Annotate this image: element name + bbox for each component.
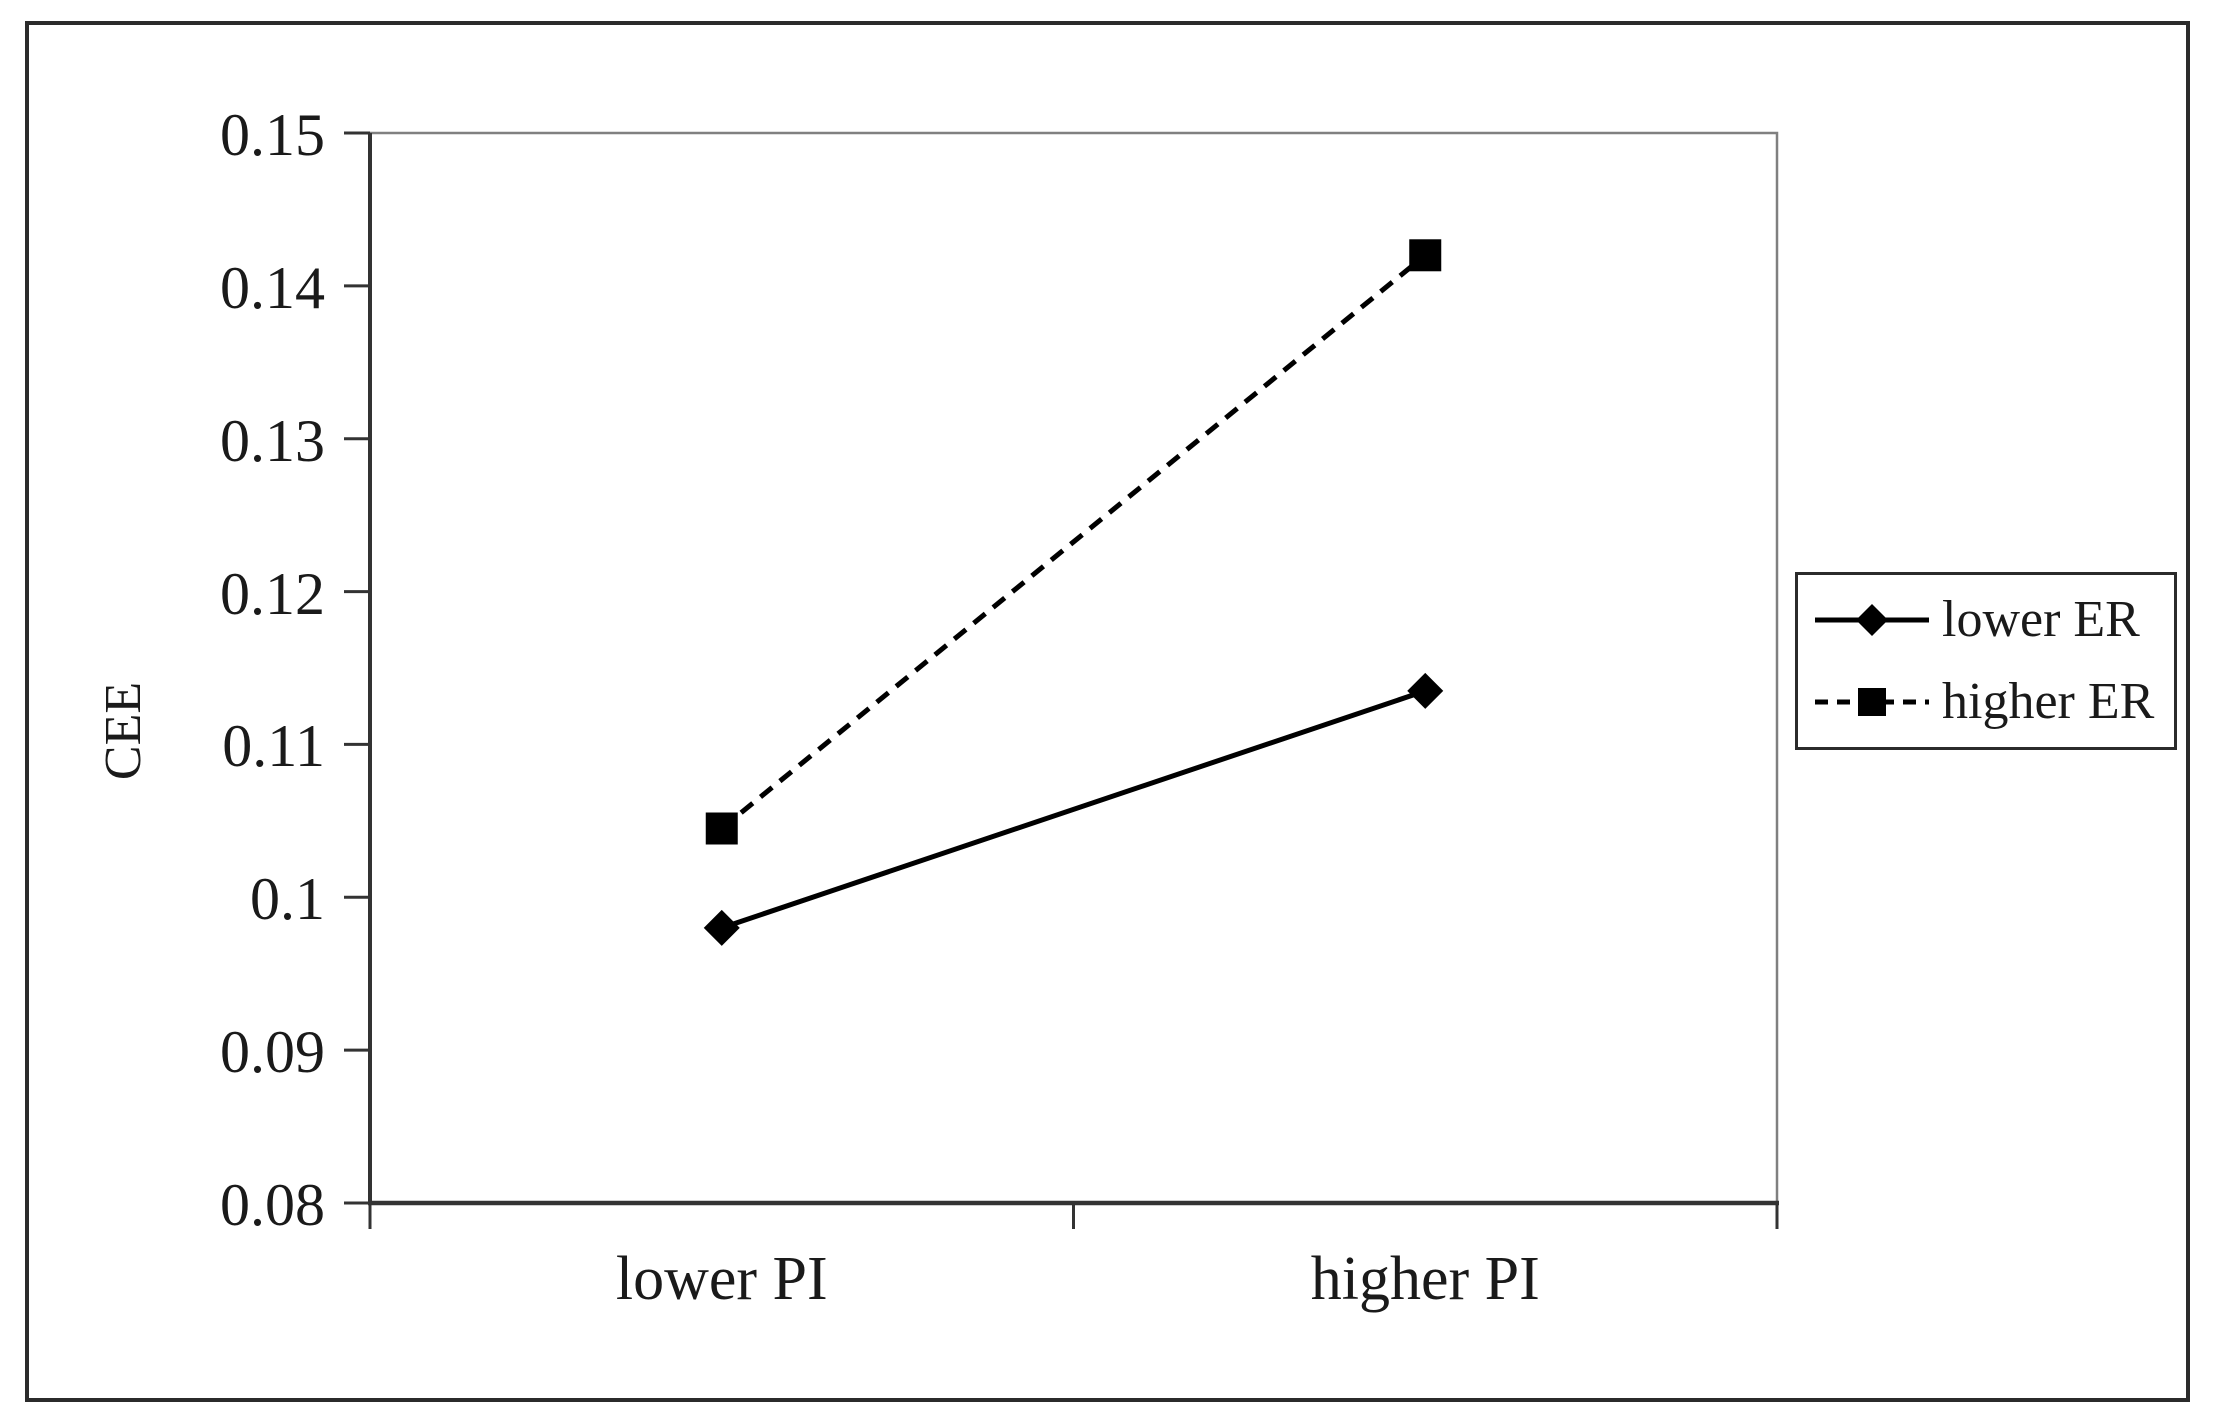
x-category-label: lower PI [615,1245,828,1313]
data-marker-lower-er [1407,672,1444,709]
data-marker-higher-er [705,812,738,845]
legend: lower ER higher ER [1795,572,2177,750]
plot-border [368,131,1779,1205]
y-tick-label: 0.14 [220,254,325,321]
y-tick-label: 0.12 [220,560,325,627]
legend-sample-higher-er [1815,688,1929,716]
legend-marker-square-icon [1858,688,1886,716]
y-tick-label: 0.08 [220,1172,325,1238]
legend-label: lower ER [1942,591,2140,648]
y-tick-label: 0.15 [220,102,325,168]
legend-label: higher ER [1942,673,2155,730]
data-marker-lower-er [703,909,740,946]
y-tick-label: 0.09 [220,1019,325,1086]
legend-entry-lower-er: lower ER [1815,592,2174,648]
y-tick-label: 0.11 [222,713,325,780]
series-line-higher-er [720,253,1427,831]
y-tick-label: 0.1 [250,866,325,933]
legend-marker-diamond-icon [1856,604,1888,636]
legend-sample-lower-er [1815,604,1929,636]
data-marker-higher-er [1409,239,1442,272]
legend-entry-higher-er: higher ER [1815,674,2174,730]
series-line-lower-er [720,688,1427,931]
y-tick-label: 0.13 [220,407,325,474]
x-category-label: higher PI [1310,1245,1540,1313]
